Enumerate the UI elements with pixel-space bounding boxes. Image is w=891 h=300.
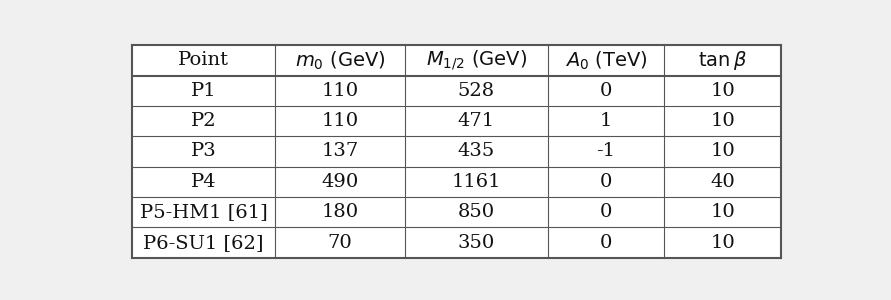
Text: 137: 137 — [321, 142, 358, 160]
Text: 10: 10 — [710, 142, 735, 160]
Text: -1: -1 — [596, 142, 616, 160]
Text: 110: 110 — [322, 82, 358, 100]
Text: 490: 490 — [321, 173, 358, 191]
Text: P4: P4 — [191, 173, 217, 191]
Text: 471: 471 — [458, 112, 495, 130]
Text: 180: 180 — [322, 203, 358, 221]
Text: $m_0\ \mathrm{(GeV)}$: $m_0\ \mathrm{(GeV)}$ — [295, 49, 385, 72]
Text: 1161: 1161 — [452, 173, 501, 191]
Text: 0: 0 — [600, 173, 612, 191]
Text: 528: 528 — [458, 82, 495, 100]
Text: 10: 10 — [710, 203, 735, 221]
Text: 110: 110 — [322, 112, 358, 130]
Text: 435: 435 — [457, 142, 495, 160]
Text: 350: 350 — [457, 234, 495, 252]
Text: $\tan\beta$: $\tan\beta$ — [699, 49, 748, 72]
Text: $M_{1/2}\ \mathrm{(GeV)}$: $M_{1/2}\ \mathrm{(GeV)}$ — [426, 49, 527, 72]
Text: Point: Point — [178, 51, 229, 69]
Text: 10: 10 — [710, 82, 735, 100]
Text: P1: P1 — [191, 82, 217, 100]
Text: 0: 0 — [600, 234, 612, 252]
Text: $A_0\ \mathrm{(TeV)}$: $A_0\ \mathrm{(TeV)}$ — [565, 49, 647, 72]
Text: 70: 70 — [327, 234, 352, 252]
Text: P5-HM1 [61]: P5-HM1 [61] — [140, 203, 267, 221]
Text: 0: 0 — [600, 82, 612, 100]
Text: 1: 1 — [600, 112, 612, 130]
Text: 0: 0 — [600, 203, 612, 221]
Text: 10: 10 — [710, 234, 735, 252]
Text: 40: 40 — [710, 173, 735, 191]
Text: 850: 850 — [458, 203, 495, 221]
Text: P3: P3 — [191, 142, 217, 160]
Text: P2: P2 — [191, 112, 217, 130]
Text: 10: 10 — [710, 112, 735, 130]
Text: P6-SU1 [62]: P6-SU1 [62] — [143, 234, 264, 252]
